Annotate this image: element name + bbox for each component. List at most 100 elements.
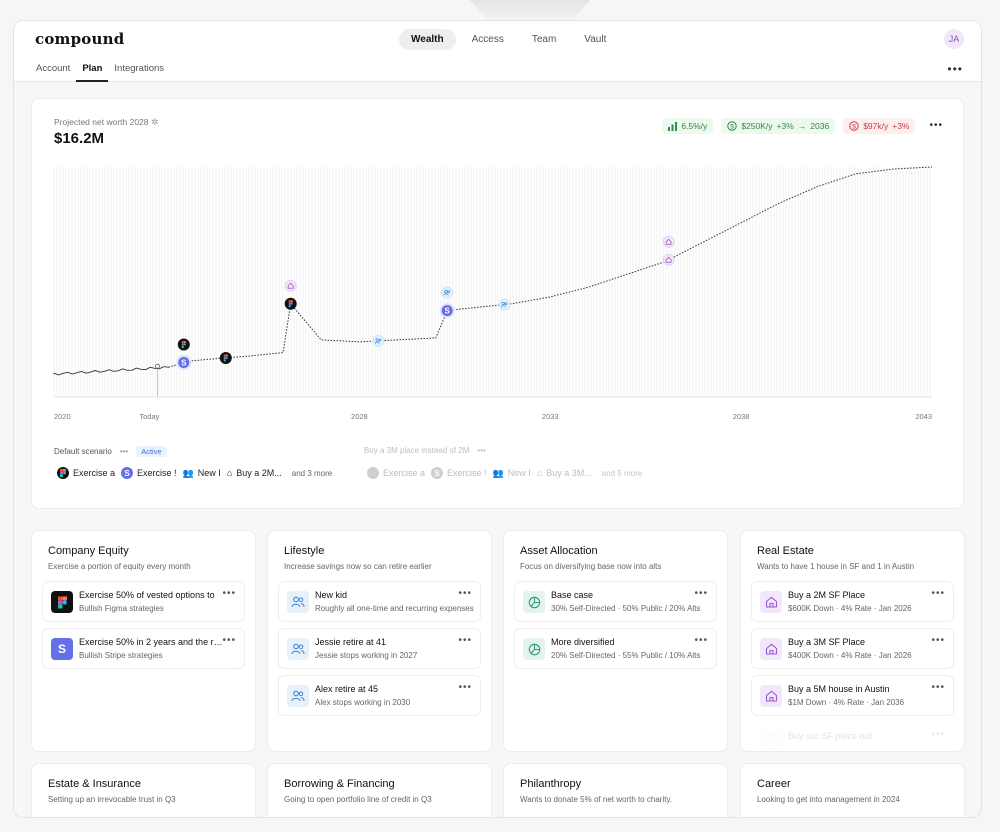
income-until: 2036: [810, 121, 830, 131]
people-icon-shape: [443, 293, 449, 296]
people-icon: 👥: [492, 467, 504, 478]
realestate-item-buy-out[interactable]: Buy our SF place out •••: [751, 722, 954, 751]
scenario-more-icon[interactable]: •••: [119, 447, 129, 456]
stripe-icon: [439, 303, 455, 319]
item-title: Exercise 50% in 2 years and the rest: [79, 637, 225, 647]
figma-icon-shape: [181, 341, 184, 344]
house-icon: [760, 591, 782, 613]
item-more-icon[interactable]: •••: [694, 588, 708, 599]
equity-item-stripe[interactable]: S Exercise 50% in 2 years and the rest B…: [42, 628, 245, 669]
item-detail: 20% Self-Directed · 55% Public / 10% Alt…: [551, 651, 701, 660]
chip-new-kid[interactable]: 👥 New I: [183, 468, 221, 479]
figma-icon-shape: [181, 343, 184, 346]
card-title: Estate & Insurance: [48, 778, 141, 790]
people-icon: [287, 591, 309, 613]
chip-exercise-stripe[interactable]: S Exercise !: [121, 467, 177, 479]
card-title: Borrowing & Financing: [284, 778, 395, 790]
x-tick-label: 2020: [54, 412, 71, 421]
card-lifestyle[interactable]: Lifestyle Increase savings now so can re…: [267, 530, 492, 752]
sub-tabs: Account Plan Integrations: [30, 57, 170, 82]
chip-label: Exercise a: [383, 468, 426, 478]
chip-label: New I: [507, 468, 531, 478]
card-subtitle: Increase savings now so can retire earli…: [284, 562, 432, 571]
card-asset-allocation[interactable]: Asset Allocation Focus on diversifying b…: [503, 530, 728, 752]
item-more-icon[interactable]: •••: [458, 682, 472, 693]
item-more-icon[interactable]: •••: [222, 588, 236, 599]
nav-vault[interactable]: Vault: [584, 34, 607, 45]
nav-wealth[interactable]: Wealth: [399, 29, 456, 50]
scenario-name[interactable]: Default scenario: [54, 447, 112, 456]
chip-exercise-figma[interactable]: Exercise a: [57, 467, 115, 479]
card-career[interactable]: Career Looking to get into management in…: [740, 763, 965, 817]
item-detail: Roughly all one-time and recurring expen…: [315, 604, 474, 613]
item-detail: Bullish Stripe strategies: [79, 651, 163, 660]
item-detail: $600K Down · 4% Rate · Jan 2026: [788, 604, 912, 613]
item-title: Buy a 5M house in Austin: [788, 684, 890, 694]
chart-more-icon[interactable]: •••: [929, 120, 943, 131]
alt-chip-exercise-figma[interactable]: Exercise a: [367, 467, 425, 479]
x-tick-label: Today: [139, 412, 159, 421]
alt-more-chips-link[interactable]: and 5 more: [601, 468, 643, 478]
equity-item-figma[interactable]: Exercise 50% of vested options to Bullis…: [42, 581, 245, 622]
avatar[interactable]: JA: [944, 29, 964, 49]
nav-team[interactable]: Team: [531, 34, 557, 45]
item-more-icon[interactable]: •••: [931, 682, 945, 693]
item-more-icon[interactable]: •••: [694, 635, 708, 646]
house-icon: [760, 638, 782, 660]
alt-chip-exercise-stripe[interactable]: S Exercise !: [431, 467, 487, 479]
chip-buy-house[interactable]: ⌂ Buy a 2M...: [227, 468, 282, 478]
tab-plan[interactable]: Plan: [76, 57, 109, 82]
realestate-item-5m-austin[interactable]: Buy a 5M house in Austin $1M Down · 4% R…: [751, 675, 954, 716]
item-title: Buy our SF place out: [788, 731, 873, 741]
item-more-icon[interactable]: •••: [458, 635, 472, 646]
people-icon-shape: [378, 338, 382, 342]
projection-value: $16.2M: [54, 130, 105, 147]
house-icon-shape: [287, 282, 294, 289]
card-real-estate[interactable]: Real Estate Wants to have 1 house in SF …: [740, 530, 965, 752]
card-borrowing-financing[interactable]: Borrowing & Financing Going to open port…: [267, 763, 492, 817]
card-philanthropy[interactable]: Philanthropy Wants to donate 5% of net w…: [503, 763, 728, 817]
chip-label: Buy a 3M...: [546, 468, 592, 478]
alt-chip-buy-house[interactable]: ⌂ Buy a 3M...: [537, 468, 592, 478]
alt-scenario-name[interactable]: Buy a 3M place instead of 2M: [364, 446, 470, 455]
people-icon-shape: [374, 341, 380, 344]
nav-access[interactable]: Access: [471, 34, 504, 45]
lifestyle-item-jessie-retire[interactable]: Jessie retire at 41 Jessie stops working…: [278, 628, 481, 669]
card-company-equity[interactable]: Company Equity Exercise a portion of equ…: [31, 530, 256, 752]
item-more-icon[interactable]: •••: [458, 588, 472, 599]
x-tick-label: 2043: [915, 412, 932, 421]
alt-scenario-more-icon[interactable]: •••: [477, 446, 486, 455]
settings-icon[interactable]: ✲: [150, 117, 159, 127]
tab-integrations[interactable]: Integrations: [114, 63, 165, 74]
figma-icon-shape: [288, 305, 291, 308]
item-detail: $400K Down · 4% Rate · Jan 2026: [788, 651, 912, 660]
realestate-item-2m-sf[interactable]: Buy a 2M SF Place $600K Down · 4% Rate ·…: [751, 581, 954, 622]
lifestyle-item-alex-retire[interactable]: Alex retire at 45 Alex stops working in …: [278, 675, 481, 716]
allocation-item-more-diversified[interactable]: More diversified 20% Self-Directed · 55%…: [514, 628, 717, 669]
spend-badge[interactable]: $ $97k/y +3%: [843, 118, 916, 134]
allocation-item-base-case[interactable]: Base case 30% Self-Directed · 50% Public…: [514, 581, 717, 622]
card-subtitle: Wants to have 1 house in SF and 1 in Aus…: [757, 562, 915, 571]
stripe-icon-glyph: S: [445, 307, 451, 316]
figma-icon-shape: [181, 345, 184, 349]
alt-chip-new-kid[interactable]: 👥 New I: [493, 468, 531, 479]
lifestyle-item-new-kid[interactable]: New kid Roughly all one-time and recurri…: [278, 581, 481, 622]
more-chips-link[interactable]: and 3 more: [291, 468, 333, 478]
net-worth-chart[interactable]: 2020 Today 2028 2033 2038 2043 S S: [32, 159, 965, 434]
growth-badge[interactable]: 6.5%/y: [662, 118, 714, 134]
tab-account[interactable]: Account: [36, 63, 71, 74]
more-options-icon[interactable]: •••: [947, 62, 963, 76]
income-badge[interactable]: $ $250K/y +3% → 2036: [721, 118, 836, 134]
realestate-item-3m-sf[interactable]: Buy a 3M SF Place $400K Down · 4% Rate ·…: [751, 628, 954, 669]
item-more-icon[interactable]: •••: [931, 635, 945, 646]
card-estate-insurance[interactable]: Estate & Insurance Setting up an irrevoc…: [31, 763, 256, 817]
x-tick-label: 2033: [542, 412, 559, 421]
people-icon-shape: [500, 305, 506, 308]
income-amount: $250K/y: [741, 121, 773, 131]
stripe-icon: S: [51, 638, 73, 660]
item-more-icon[interactable]: •••: [931, 588, 945, 599]
item-more-icon[interactable]: •••: [931, 729, 945, 740]
item-more-icon[interactable]: •••: [222, 635, 236, 646]
logo[interactable]: compound: [35, 30, 125, 48]
house-icon: [662, 235, 675, 248]
